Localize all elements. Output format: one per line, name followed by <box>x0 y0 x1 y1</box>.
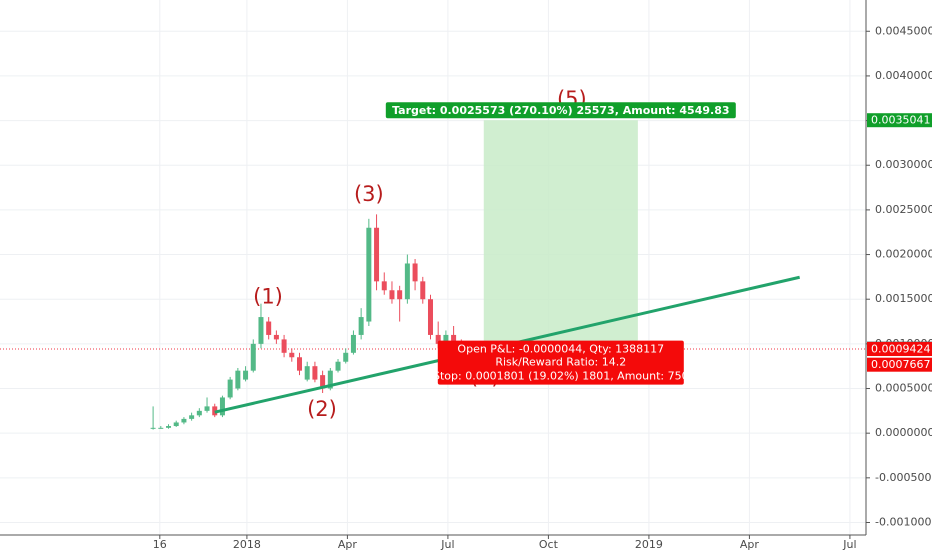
candle-body <box>150 427 156 429</box>
x-tick-label: Jul <box>440 538 454 550</box>
y-tick-label: 0.0025000 <box>875 203 932 216</box>
y-tick-label: -0.0005000 <box>875 471 932 484</box>
price-badge: 0.0009424 <box>871 343 931 356</box>
candle-body <box>397 290 403 300</box>
candle-body <box>235 370 241 389</box>
y-tick-label: 0.0030000 <box>875 158 932 171</box>
x-tick-label: Apr <box>740 538 760 550</box>
info-bg <box>437 340 684 385</box>
candle-body <box>312 366 318 380</box>
candle-body <box>196 410 202 416</box>
target-badge-bg <box>867 113 932 128</box>
candle-body <box>443 334 449 344</box>
y-tick-label: 0.0020000 <box>875 248 932 261</box>
candle-body <box>296 357 302 371</box>
candle-body <box>243 370 249 380</box>
y-tick-label: 0.0015000 <box>875 292 932 305</box>
candle-body <box>412 263 418 282</box>
target-badge: 0.0035041 <box>871 114 931 127</box>
candle-body <box>289 352 295 358</box>
candle-body <box>227 379 233 398</box>
y-tick-label: 0.0045000 <box>875 24 932 37</box>
candle-body <box>304 366 310 380</box>
candle-body <box>266 321 272 335</box>
candle-body <box>281 339 287 353</box>
candle-body <box>451 334 457 344</box>
candle-body <box>327 370 333 389</box>
candle-body <box>404 263 410 300</box>
stop-badge-bg <box>867 357 932 372</box>
candle-body <box>374 227 380 282</box>
candle-body <box>250 343 256 371</box>
candle-body <box>320 375 326 389</box>
stop-badge: 0.0007667 <box>871 358 931 371</box>
target-label: Target: 0.0025573 (270.10%) 25573, Amoun… <box>392 104 729 117</box>
candle-body <box>258 317 264 344</box>
candle-body <box>273 334 279 340</box>
y-tick-label: -0.0010000 <box>875 515 932 528</box>
x-tick-label: 2018 <box>233 538 261 550</box>
wave-label: (1) <box>253 284 283 308</box>
candle-body <box>181 418 187 423</box>
candle-body <box>427 299 433 335</box>
wave-label: (2) <box>307 397 337 421</box>
y-tick-label: 0.0005000 <box>875 382 932 395</box>
x-tick-label: 2019 <box>635 538 663 550</box>
x-tick-label: Apr <box>338 538 358 550</box>
y-tick-label: 0.0040000 <box>875 69 932 82</box>
target-zone <box>483 120 638 349</box>
x-tick-label: Oct <box>539 538 559 550</box>
candle-body <box>358 317 364 335</box>
candle-body <box>420 281 426 300</box>
wave-label: (3) <box>354 182 384 206</box>
y-tick-label: 0.0000000 <box>875 426 932 439</box>
candle-body <box>350 334 356 353</box>
candle-body <box>389 290 395 300</box>
candle-body <box>173 422 179 427</box>
stop-label: Stop: 0.0001801 (19.02%) 1801, Amount: 7… <box>433 370 689 383</box>
candle-body <box>189 415 195 419</box>
candle-body <box>343 352 349 362</box>
pnl-label: Open P&L: -0.0000044, Qty: 1388117 <box>457 343 664 356</box>
price-badge-bg <box>867 342 932 357</box>
x-tick-label: Jul <box>842 538 856 550</box>
candle-body <box>166 426 172 428</box>
candle-body <box>158 427 164 429</box>
x-tick-label: 16 <box>153 538 167 550</box>
candle-body <box>435 334 441 344</box>
candle-body <box>219 397 225 416</box>
candle-body <box>335 361 341 371</box>
ratio-label: Risk/Reward Ratio: 14.2 <box>495 356 626 369</box>
candle-body <box>204 406 210 411</box>
target-label-bg <box>385 102 736 119</box>
candle-body <box>381 281 387 291</box>
candle-body <box>366 227 372 322</box>
